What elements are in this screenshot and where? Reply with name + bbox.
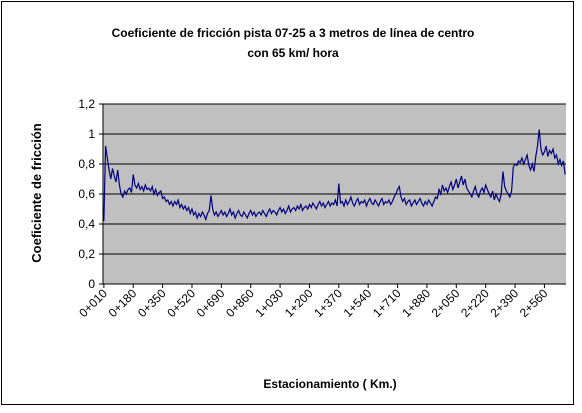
y-tick-label: 0,2 [78,247,95,261]
data-line [103,129,566,222]
y-tick-label: 0 [88,277,95,291]
y-axis-title: Coeficiente de fricción [29,123,44,262]
y-tick-label: 0,4 [78,217,95,231]
chart-title: con 65 km/ hora [247,46,339,60]
chart-title: Coeficiente de fricción pista 07-25 a 3 … [112,26,475,40]
y-tick-label: 1 [88,127,95,141]
y-tick-label: 1,2 [78,97,95,111]
x-axis-title: Estacionamiento ( Km.) [263,377,396,391]
y-tick-label: 0,6 [78,187,95,201]
y-tick-label: 0,8 [78,157,95,171]
